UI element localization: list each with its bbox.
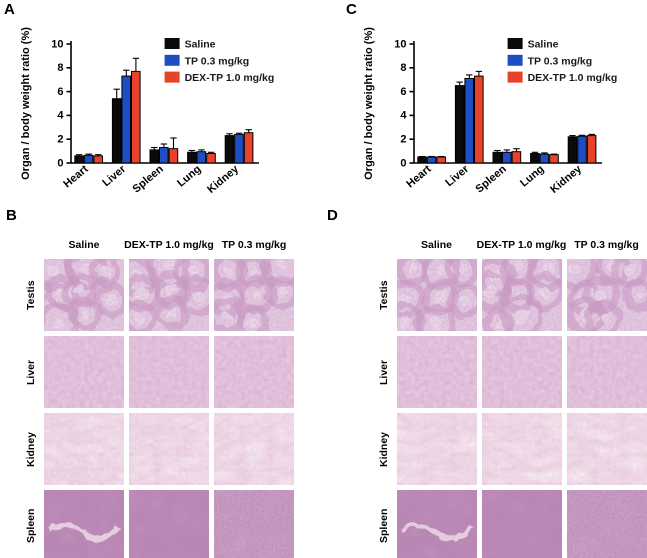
svg-text:TP 0.3 mg/kg: TP 0.3 mg/kg — [527, 55, 592, 67]
svg-text:2: 2 — [57, 133, 63, 145]
svg-text:10: 10 — [51, 38, 63, 50]
svg-text:0: 0 — [400, 157, 406, 169]
svg-text:Saline: Saline — [527, 38, 558, 50]
svg-text:DEX-TP 1.0 mg/kg: DEX-TP 1.0 mg/kg — [527, 72, 617, 84]
svg-text:Organ / body weight ratio (%): Organ / body weight ratio (%) — [20, 26, 32, 179]
svg-text:TP 0.3 mg/kg: TP 0.3 mg/kg — [185, 55, 250, 67]
svg-text:6: 6 — [400, 85, 406, 97]
svg-text:Heart: Heart — [404, 162, 434, 189]
svg-text:8: 8 — [400, 62, 406, 74]
svg-text:0: 0 — [57, 157, 63, 169]
svg-text:Saline: Saline — [185, 38, 216, 50]
svg-text:4: 4 — [57, 109, 64, 121]
svg-text:6: 6 — [57, 85, 63, 97]
svg-text:10: 10 — [394, 38, 406, 50]
svg-text:Heart: Heart — [61, 162, 91, 189]
svg-text:2: 2 — [400, 133, 406, 145]
svg-text:Spleen: Spleen — [130, 162, 166, 195]
svg-text:4: 4 — [400, 109, 407, 121]
svg-text:DEX-TP 1.0 mg/kg: DEX-TP 1.0 mg/kg — [185, 72, 275, 84]
svg-text:Lung: Lung — [175, 163, 203, 189]
svg-text:Organ / body weight ratio (%): Organ / body weight ratio (%) — [363, 26, 375, 179]
svg-text:Kidney: Kidney — [548, 162, 584, 195]
svg-text:Lung: Lung — [518, 163, 546, 189]
svg-text:Liver: Liver — [443, 162, 471, 189]
svg-text:Liver: Liver — [100, 162, 128, 189]
svg-text:Spleen: Spleen — [473, 162, 509, 195]
svg-text:8: 8 — [57, 62, 63, 74]
svg-text:Kidney: Kidney — [205, 162, 241, 195]
